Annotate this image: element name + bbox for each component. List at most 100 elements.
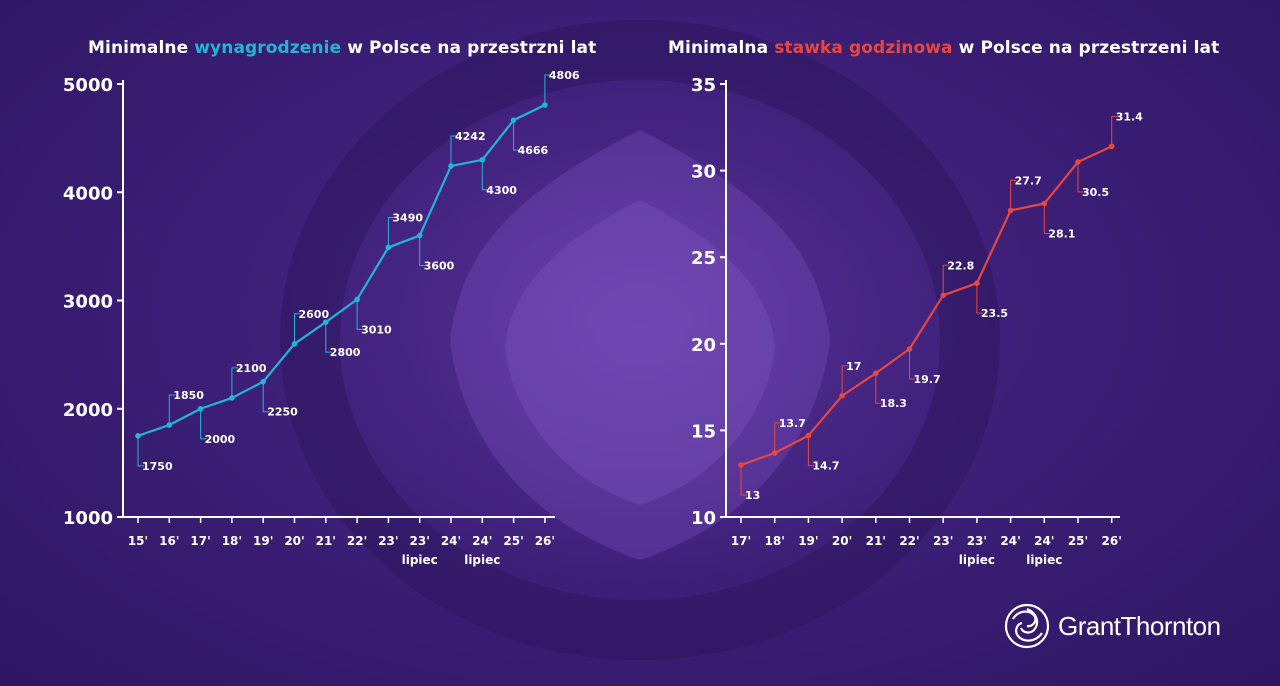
- x-tick-label: 16': [159, 534, 179, 548]
- x-tick-label: 23': [410, 534, 430, 548]
- data-label: 19.7: [914, 373, 941, 386]
- data-point: [940, 292, 946, 299]
- title-part-1: Minimalne: [88, 38, 195, 58]
- x-tick-label: 26': [1102, 534, 1122, 548]
- x-tick-sublabel: lipiec: [959, 553, 995, 567]
- x-tick-label: 26': [535, 534, 555, 548]
- x-tick-label: 21': [316, 534, 336, 548]
- grant-thornton-swirl-icon: [1004, 603, 1050, 649]
- salary-line-chart: 1000 2000 3000 4000 5000 15' 16' 17' 18' 19' 20' 21…: [63, 69, 580, 567]
- label-leader: [325, 322, 332, 353]
- hourly-rate-line-chart: 10 15 20 25 30 35 17' 18' 19' 20' 21' 22' 23' 23' lipi…: [691, 75, 1143, 567]
- y-tick-label: 5000: [63, 75, 113, 96]
- x-tick-sublabel: lipiec: [1026, 553, 1062, 567]
- label-leader: [137, 435, 144, 467]
- x-tick-label: 18': [222, 534, 242, 548]
- title-highlight: wynagrodzenie: [194, 38, 342, 58]
- x-tick-label: 23': [967, 534, 987, 548]
- x-tick-label: 25': [503, 534, 523, 548]
- label-leader: [740, 465, 747, 496]
- series-line: [137, 104, 546, 437]
- y-tick-label: 2000: [63, 400, 113, 421]
- logo-text: GrantThornton: [1058, 610, 1221, 641]
- y-tick-label: 20: [691, 335, 716, 356]
- x-tick-label: 17': [731, 534, 751, 548]
- y-tick-label: 4000: [63, 183, 113, 204]
- data-label: 4666: [518, 144, 549, 157]
- x-tick-label: 24': [1000, 534, 1020, 548]
- data-label: 1850: [173, 389, 204, 402]
- title-part-1: Minimalna: [668, 38, 775, 58]
- label-leader: [544, 74, 551, 106]
- y-tick-label: 10: [691, 508, 716, 529]
- data-label: 31.4: [1116, 110, 1143, 123]
- title-part-3: w Polsce na przestrzeni lat: [952, 38, 1220, 58]
- label-leader: [419, 235, 426, 267]
- label-leader: [1043, 203, 1051, 235]
- grant-thornton-logo: GrantThornton: [1004, 600, 1221, 652]
- data-label: 3600: [424, 260, 455, 273]
- data-label: 17: [846, 360, 861, 373]
- data-label: 2000: [205, 433, 236, 446]
- label-leader: [513, 120, 520, 151]
- label-leader: [387, 216, 395, 248]
- data-label: 2250: [267, 406, 298, 419]
- x-tick-sublabel: lipiec: [464, 553, 500, 567]
- y-tick-label: 3000: [63, 292, 113, 313]
- label-leader: [1111, 115, 1118, 147]
- x-tick-label: 15': [128, 534, 148, 548]
- title-part-3: w Polsce na przestrzni lat: [341, 38, 597, 58]
- data-label: 18.3: [880, 397, 907, 410]
- x-tick-label: 24': [1034, 534, 1054, 548]
- y-tick-label: 15: [691, 421, 716, 442]
- data-label: 4242: [455, 130, 486, 143]
- label-leader: [875, 373, 882, 404]
- x-tick-label: 24': [472, 534, 492, 548]
- label-leader: [909, 348, 916, 380]
- data-label: 28.1: [1048, 228, 1075, 241]
- y-tick-label: 30: [691, 162, 716, 183]
- x-tick-label: 22': [347, 534, 367, 548]
- data-label: 2800: [330, 346, 361, 359]
- y-tick-label: 35: [691, 75, 716, 96]
- x-tick-label: 22': [899, 534, 919, 548]
- x-tick-label: 18': [765, 534, 785, 548]
- data-label: 27.7: [1015, 174, 1042, 187]
- label-leader: [231, 367, 238, 398]
- x-tick-label: 25': [1068, 534, 1088, 548]
- x-tick-label: 20': [832, 534, 852, 548]
- data-label: 22.8: [947, 259, 974, 272]
- data-label: 2600: [299, 308, 330, 321]
- data-label: 30.5: [1082, 186, 1109, 199]
- y-tick-label: 25: [691, 248, 716, 269]
- data-label: 2100: [236, 362, 267, 375]
- hourly-chart-title: Minimalna stawka godzinowa w Polsce na p…: [668, 38, 1219, 58]
- x-tick-label: 24': [441, 534, 461, 548]
- salary-chart-title: Minimalne wynagrodzenie w Polsce na prze…: [88, 38, 596, 58]
- data-label: 3490: [392, 211, 423, 224]
- title-highlight: stawka godzinowa: [774, 38, 953, 58]
- x-tick-sublabel: lipiec: [402, 553, 438, 567]
- data-label: 3010: [361, 323, 392, 336]
- label-leader: [294, 313, 301, 344]
- x-tick-label: 23': [933, 534, 953, 548]
- label-leader: [450, 135, 457, 167]
- label-leader: [774, 422, 781, 453]
- x-tick-label: 23': [378, 534, 398, 548]
- label-leader: [976, 283, 983, 314]
- data-label: 23.5: [981, 307, 1008, 320]
- data-label: 13.7: [779, 417, 806, 430]
- x-tick-label: 21': [866, 534, 886, 548]
- data-label: 4806: [549, 69, 580, 82]
- label-leader: [841, 365, 849, 396]
- label-leader: [942, 264, 950, 296]
- x-tick-label: 17': [190, 534, 210, 548]
- x-tick-label: 19': [253, 534, 273, 548]
- data-point: [771, 450, 778, 456]
- x-tick-label: 20': [284, 534, 304, 548]
- label-leader: [168, 394, 176, 425]
- x-tick-label: 19': [798, 534, 818, 548]
- label-leader: [481, 159, 489, 191]
- data-label: 4300: [486, 184, 517, 197]
